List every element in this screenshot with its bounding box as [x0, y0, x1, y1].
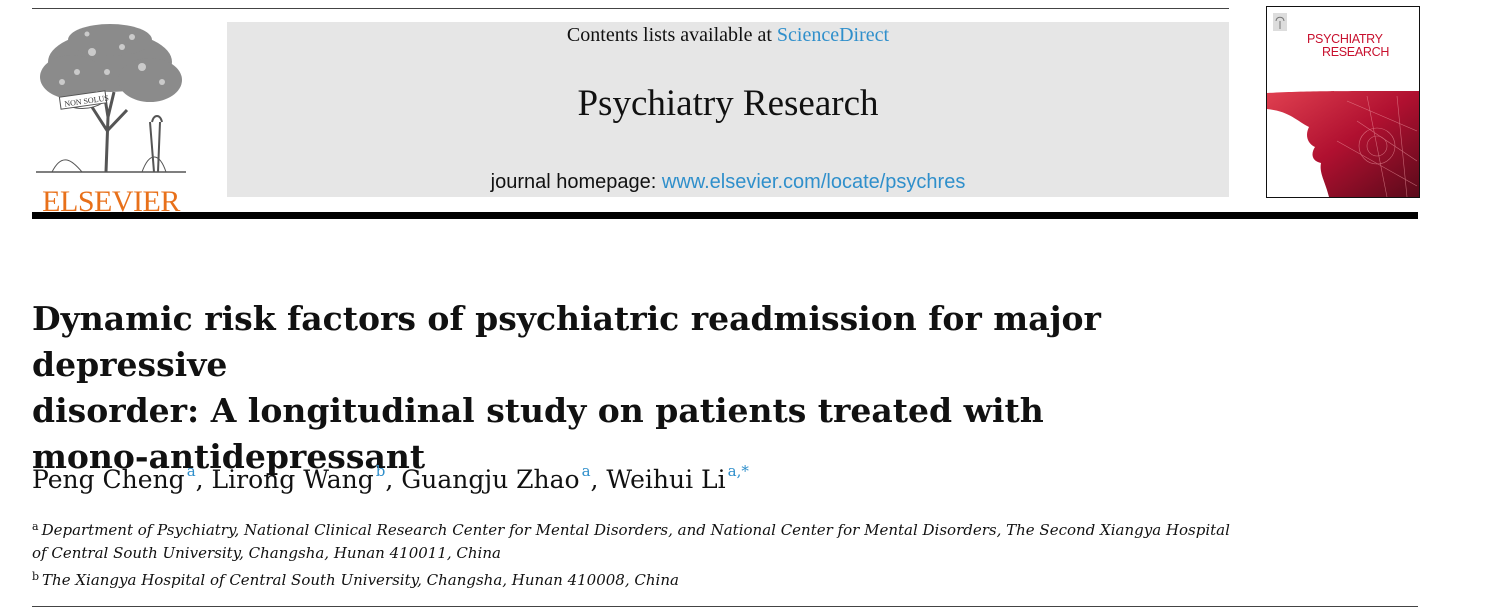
- affiliation-text: Department of Psychiatry, National Clini…: [32, 521, 1230, 562]
- affiliation-mark: b: [32, 570, 40, 583]
- contents-line: Contents lists available at ScienceDirec…: [227, 22, 1229, 48]
- cover-logo-icon: [1273, 13, 1287, 31]
- author-separator: ,: [195, 465, 212, 494]
- affiliation-item: a Department of Psychiatry, National Clin…: [32, 515, 1232, 565]
- title-line: Dynamic risk factors of psychiatric read…: [32, 299, 1101, 384]
- affiliation-text: The Xiangya Hospital of Central South Un…: [42, 571, 679, 589]
- contents-prefix: Contents lists available at: [566, 24, 777, 46]
- author-name[interactable]: Weihui Li: [606, 465, 726, 494]
- affiliation-marker[interactable]: a: [186, 462, 196, 480]
- author-name[interactable]: Guangju Zhao: [401, 465, 580, 494]
- header-divider: [32, 212, 1418, 219]
- affiliation-marker[interactable]: a: [581, 462, 591, 480]
- author-separator: ,: [385, 465, 402, 494]
- article-title: Dynamic risk factors of psychiatric read…: [32, 296, 1182, 480]
- author-name[interactable]: Lirong Wang: [211, 465, 374, 494]
- homepage-prefix: journal homepage:: [490, 171, 662, 193]
- title-line: disorder: A longitudinal study on patien…: [32, 391, 1044, 430]
- journal-title[interactable]: Psychiatry Research: [577, 83, 879, 124]
- sciencedirect-link[interactable]: ScienceDirect: [776, 24, 890, 46]
- elsevier-logo[interactable]: NON SOLUS ELSEVIER: [32, 22, 190, 217]
- homepage-link[interactable]: www.elsevier.com/locate/psychres: [661, 171, 966, 193]
- journal-banner: Contents lists available at ScienceDirec…: [227, 22, 1229, 197]
- affiliation-marker[interactable]: a,*: [727, 462, 749, 480]
- bottom-rule: [32, 606, 1418, 607]
- affiliation-mark: a: [32, 520, 39, 533]
- tree-emblem-icon: NON SOLUS: [36, 24, 186, 173]
- title-line: mono-antidepressant: [32, 437, 426, 476]
- logo-wordmark: ELSEVIER: [42, 185, 180, 218]
- affiliation-marker[interactable]: b: [375, 462, 386, 480]
- homepage-line: journal homepage: www.elsevier.com/locat…: [227, 171, 1229, 194]
- cover-title-line1: PSYCHIATRY: [1307, 32, 1383, 46]
- affiliations: a Department of Psychiatry, National Clin…: [32, 515, 1232, 592]
- author-separator: ,: [590, 465, 607, 494]
- top-rule: [32, 8, 1229, 9]
- cover-title: PSYCHIATRY RESEARCH: [1307, 33, 1389, 59]
- affiliation-item: b The Xiangya Hospital of Central South U…: [32, 565, 1232, 592]
- journal-cover-thumbnail[interactable]: PSYCHIATRY RESEARCH: [1266, 6, 1420, 198]
- cover-title-line2: RESEARCH: [1322, 45, 1390, 59]
- author-name[interactable]: Peng Cheng: [32, 465, 185, 494]
- author-list: Peng Cheng a, Lirong Wang b, Guangju Zhao a…: [32, 462, 749, 494]
- cover-artwork-image: [1267, 91, 1419, 197]
